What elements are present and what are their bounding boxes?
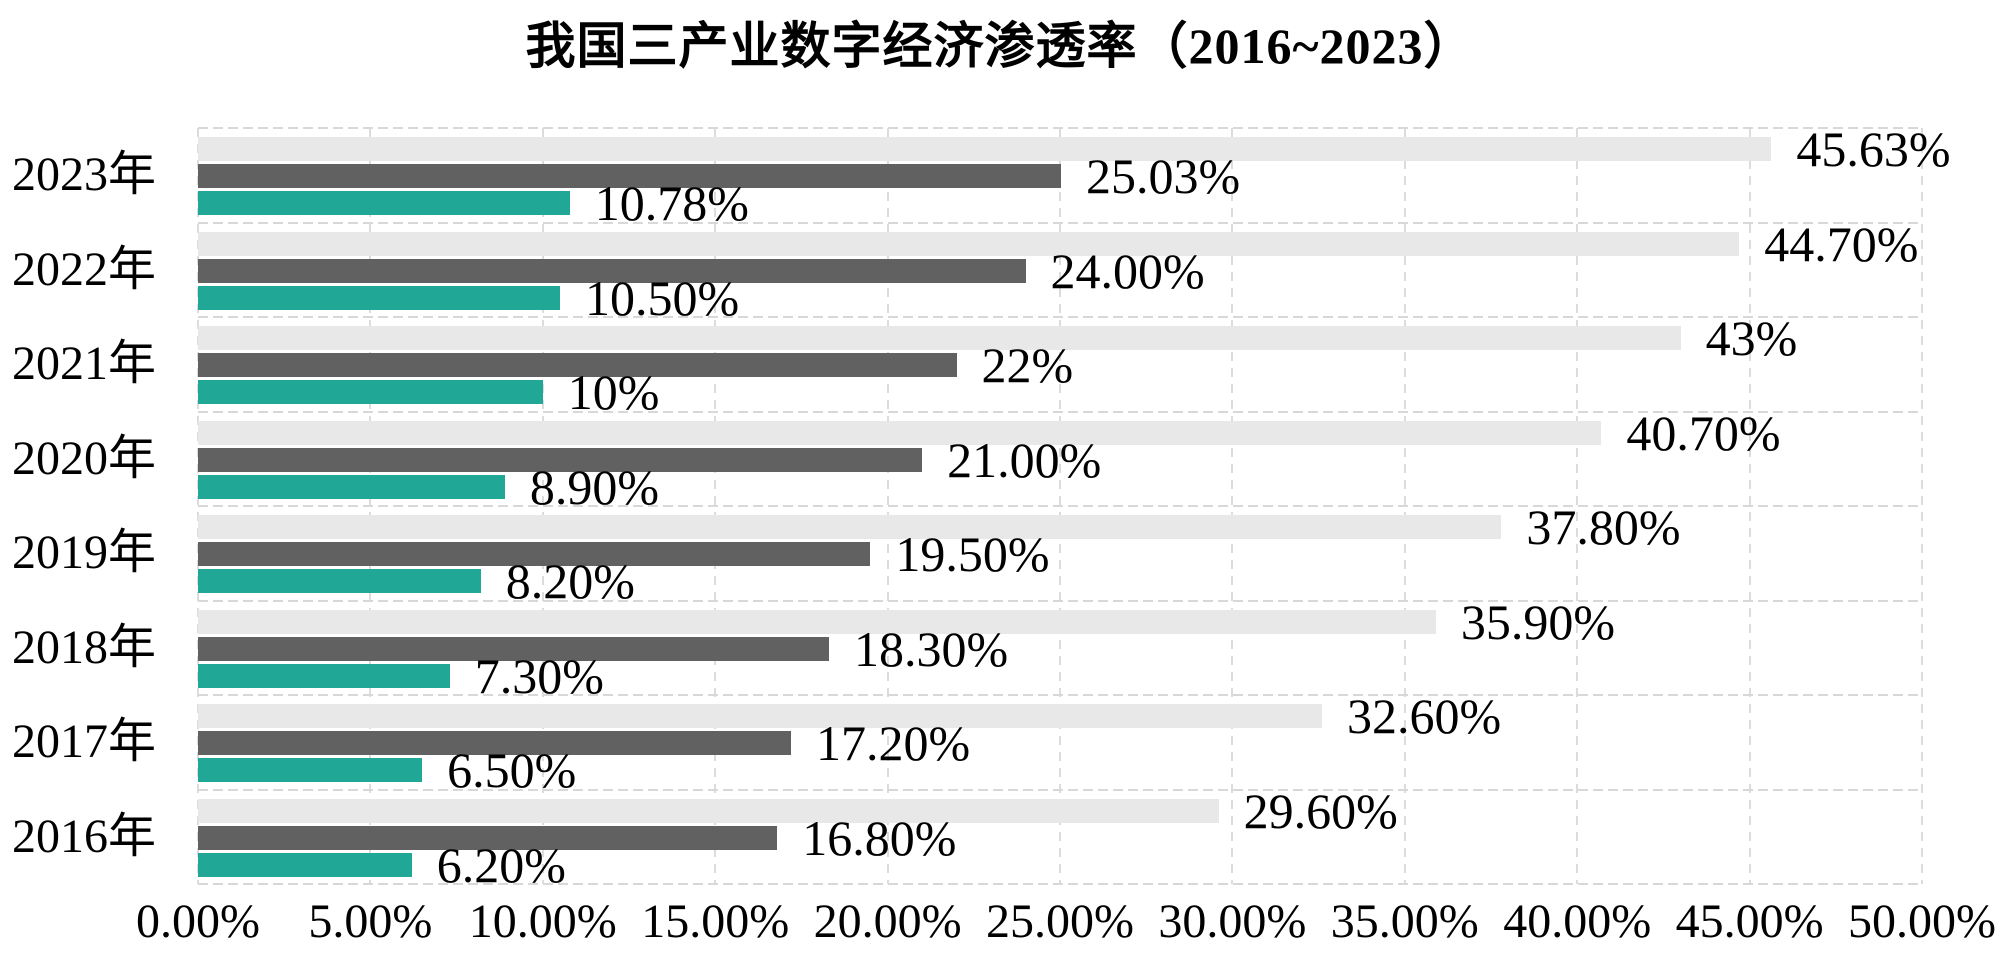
bar-value-label: 37.80% bbox=[1526, 499, 1681, 555]
x-axis-tick-label: 15.00% bbox=[641, 895, 790, 948]
bar-series-teal bbox=[198, 191, 570, 215]
bar-series-light-gray bbox=[198, 704, 1323, 728]
y-axis-label: 2020年 bbox=[11, 431, 156, 485]
bar-value-label: 16.80% bbox=[802, 809, 957, 866]
y-axis-label: 2018年 bbox=[11, 620, 156, 674]
bar-series-light-gray bbox=[198, 798, 1219, 823]
bar-value-label: 24.00% bbox=[1050, 242, 1205, 299]
bar-value-label: 6.20% bbox=[436, 836, 566, 893]
bar-series-dark-gray bbox=[198, 636, 829, 661]
x-axis-tick-label: 5.00% bbox=[308, 895, 433, 948]
bar-series-dark-gray bbox=[198, 447, 923, 472]
bar-series-dark-gray bbox=[198, 353, 957, 377]
bar-series-teal bbox=[198, 758, 423, 782]
chart-title: 我国三产业数字经济渗透率（2016~2023） bbox=[525, 18, 1475, 74]
y-axis-label: 2017年 bbox=[11, 715, 156, 769]
bar-series-dark-gray bbox=[198, 825, 778, 850]
gridline-horizontal bbox=[198, 505, 1922, 507]
bar-series-teal bbox=[198, 569, 481, 593]
y-axis-label: 2021年 bbox=[11, 337, 156, 391]
bar-value-label: 32.60% bbox=[1347, 688, 1502, 744]
gridline-horizontal bbox=[198, 316, 1922, 318]
x-axis-tick-label: 20.00% bbox=[813, 895, 962, 948]
bar-series-teal bbox=[198, 285, 561, 310]
gridline-vertical bbox=[1921, 128, 1923, 884]
bar-value-label: 25.03% bbox=[1086, 148, 1241, 204]
bar-value-label: 44.70% bbox=[1764, 215, 1919, 272]
bar-value-label: 10.78% bbox=[594, 175, 749, 231]
plot-area: 45.63% 25.03% 10.78% 44.70% 24.00% 10.50% 43% 2… bbox=[197, 124, 1950, 890]
bar-value-label: 18.30% bbox=[853, 620, 1009, 677]
y-axis-label: 2022年 bbox=[11, 242, 156, 296]
x-axis-tick-label: 10.00% bbox=[468, 895, 617, 948]
x-axis-tick-label: 35.00% bbox=[1330, 895, 1479, 948]
bar-series-light-gray bbox=[198, 515, 1502, 539]
y-axis-label: 2019年 bbox=[11, 526, 156, 580]
bar-value-label: 35.90% bbox=[1460, 593, 1615, 650]
bar-value-label: 45.63% bbox=[1796, 121, 1951, 177]
bar-series-dark-gray bbox=[198, 258, 1026, 283]
bar-series-teal bbox=[198, 474, 505, 499]
bar-value-label: 22% bbox=[981, 337, 1074, 393]
bar-series-light-gray bbox=[198, 231, 1740, 256]
y-axis-label: 2016年 bbox=[11, 809, 156, 863]
x-axis-tick-label: 30.00% bbox=[1158, 895, 1307, 948]
bar-value-label: 19.50% bbox=[895, 526, 1050, 582]
bar-value-label: 17.20% bbox=[816, 715, 971, 771]
bar-value-label: 10.50% bbox=[585, 269, 740, 326]
gridline-horizontal bbox=[198, 410, 1922, 413]
bar-series-light-gray bbox=[198, 137, 1772, 161]
bar-value-label: 43% bbox=[1705, 310, 1798, 366]
bar-series-teal bbox=[198, 663, 450, 688]
x-axis-tick-label: 25.00% bbox=[986, 895, 1134, 948]
gridline-horizontal bbox=[198, 127, 1922, 129]
gridline-horizontal bbox=[198, 788, 1922, 791]
bar-series-teal bbox=[198, 852, 412, 877]
bar-value-label: 8.90% bbox=[529, 458, 660, 515]
x-axis-tick-label: 40.00% bbox=[1503, 895, 1652, 948]
bar-value-label: 7.30% bbox=[474, 647, 604, 704]
bar-value-label: 29.60% bbox=[1243, 782, 1398, 839]
bar-value-label: 21.00% bbox=[947, 431, 1102, 488]
bar-series-light-gray bbox=[198, 420, 1602, 445]
x-axis-tick-label: 50.00% bbox=[1848, 895, 1996, 948]
bar-series-dark-gray bbox=[198, 164, 1062, 188]
bar-series-dark-gray bbox=[198, 731, 792, 755]
bar-series-light-gray bbox=[198, 609, 1436, 634]
gridline-horizontal bbox=[198, 883, 1922, 885]
bar-value-label: 8.20% bbox=[505, 553, 635, 609]
bar-value-label: 40.70% bbox=[1626, 404, 1781, 461]
x-axis-tick-label: 0.00% bbox=[136, 895, 260, 948]
bar-series-light-gray bbox=[198, 326, 1681, 350]
bar-value-label: 10% bbox=[567, 364, 660, 420]
gridline-horizontal bbox=[198, 599, 1922, 602]
x-axis-tick-label: 45.00% bbox=[1675, 895, 1824, 948]
gridline-horizontal bbox=[198, 694, 1922, 696]
bar-series-teal bbox=[198, 380, 543, 404]
bar-series-dark-gray bbox=[198, 542, 871, 566]
gridline-horizontal bbox=[198, 221, 1922, 224]
bar-value-label: 6.50% bbox=[447, 742, 577, 798]
y-axis-label: 2023年 bbox=[11, 148, 156, 202]
